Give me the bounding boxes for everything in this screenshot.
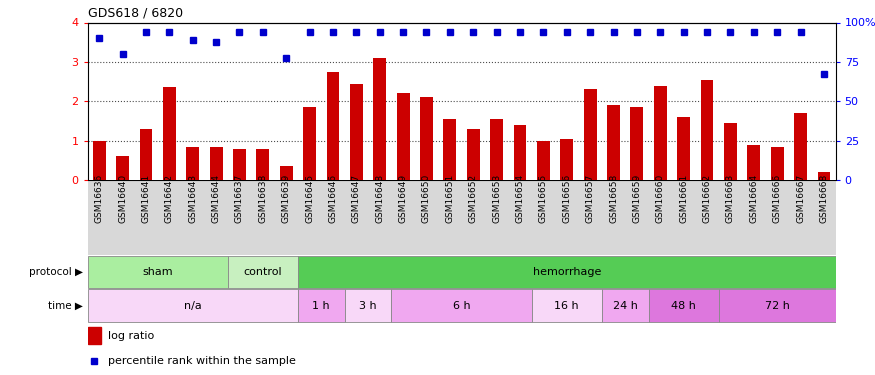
Text: 6 h: 6 h: [452, 301, 471, 310]
Text: 1 h: 1 h: [312, 301, 330, 310]
Text: GDS618 / 6820: GDS618 / 6820: [88, 7, 183, 20]
Bar: [584, 90, 597, 180]
Text: percentile rank within the sample: percentile rank within the sample: [108, 356, 297, 366]
Bar: [794, 113, 807, 180]
Bar: [228, 256, 298, 288]
Text: 48 h: 48 h: [671, 301, 696, 310]
Text: log ratio: log ratio: [108, 331, 155, 341]
Bar: [701, 80, 713, 180]
Bar: [467, 129, 480, 180]
Bar: [602, 290, 648, 322]
Bar: [560, 139, 573, 180]
Bar: [303, 107, 316, 180]
Text: hemorrhage: hemorrhage: [533, 267, 601, 277]
Text: 16 h: 16 h: [555, 301, 579, 310]
Bar: [93, 141, 106, 180]
Bar: [607, 105, 620, 180]
Bar: [186, 147, 200, 180]
Bar: [631, 107, 643, 180]
Bar: [396, 93, 410, 180]
Bar: [139, 129, 152, 180]
Bar: [514, 125, 527, 180]
Text: control: control: [243, 267, 282, 277]
Bar: [88, 256, 228, 288]
Bar: [350, 84, 363, 180]
Bar: [88, 327, 101, 344]
Bar: [724, 123, 737, 180]
Text: sham: sham: [143, 267, 173, 277]
Bar: [677, 117, 690, 180]
Bar: [444, 119, 456, 180]
Bar: [654, 86, 667, 180]
Bar: [747, 145, 760, 180]
Text: 24 h: 24 h: [612, 301, 638, 310]
Text: protocol ▶: protocol ▶: [29, 267, 83, 277]
Bar: [532, 290, 602, 322]
Text: n/a: n/a: [184, 301, 201, 310]
Bar: [817, 172, 830, 180]
Bar: [345, 290, 391, 322]
Text: time ▶: time ▶: [48, 301, 83, 310]
Bar: [256, 148, 270, 180]
Bar: [648, 290, 718, 322]
Bar: [298, 290, 345, 322]
Text: 72 h: 72 h: [765, 301, 789, 310]
Bar: [420, 98, 433, 180]
Bar: [280, 166, 292, 180]
Bar: [88, 290, 298, 322]
Bar: [298, 256, 836, 288]
Bar: [718, 290, 836, 322]
Bar: [163, 87, 176, 180]
Text: 3 h: 3 h: [360, 301, 377, 310]
Bar: [210, 147, 222, 180]
Bar: [537, 141, 550, 180]
Bar: [326, 72, 340, 180]
Bar: [374, 58, 386, 180]
Bar: [233, 148, 246, 180]
Bar: [771, 147, 784, 180]
Bar: [490, 119, 503, 180]
Bar: [116, 156, 129, 180]
Bar: [391, 290, 532, 322]
